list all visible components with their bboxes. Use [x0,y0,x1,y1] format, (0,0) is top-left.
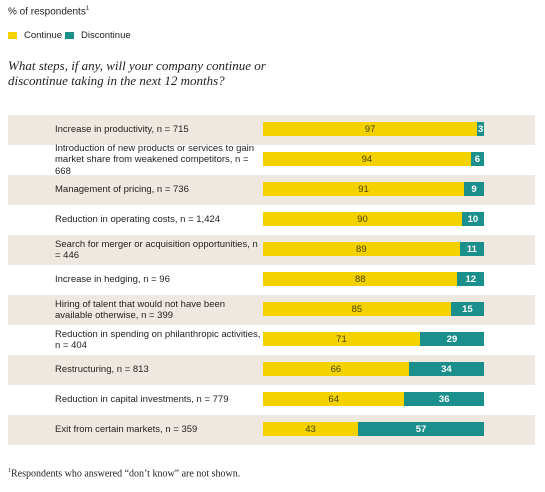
legend-label-discontinue: Discontinue [81,30,131,41]
chart-unit-label: % of respondents1 [8,6,89,17]
bar-continue: 43 [263,422,359,436]
bar-row: Increase in hedging, n = 96 88 12 [8,265,535,295]
bar-track: 66 34 [263,362,484,376]
bar-track: 71 29 [263,332,484,346]
bar-continue: 94 [263,152,471,166]
bar-discontinue: 12 [457,272,484,286]
bar-discontinue: 6 [470,152,484,166]
bar-continue: 90 [263,212,462,226]
category-label: Reduction in spending on philanthropic a… [55,328,261,352]
bar-track: 85 15 [263,302,484,316]
category-label: Exit from certain markets, n = 359 [55,424,198,436]
category-label: Restructuring, n = 813 [55,364,149,376]
legend-label-continue: Continue [24,30,63,41]
bar-row: Increase in productivity, n = 715 97 3 [8,115,535,145]
unit-label-text: % of respondents [8,6,86,18]
bar-track: 64 36 [263,392,484,406]
bar-row: Hiring of talent that would not have bee… [8,295,535,325]
bar-row: Search for merger or acquisition opportu… [8,235,535,265]
bar-discontinue: 11 [459,242,484,256]
bar-row: Restructuring, n = 813 66 34 [8,355,535,385]
category-label: Increase in productivity, n = 715 [55,124,189,136]
footnote-marker: 1 [8,468,11,474]
category-label: Reduction in capital investments, n = 77… [55,394,229,406]
bar-track: 88 12 [263,272,484,286]
category-label: Hiring of talent that would not have bee… [55,298,226,322]
category-label: Reduction in operating costs, n = 1,424 [55,214,221,226]
category-label: Management of pricing, n = 736 [55,184,189,196]
bar-continue: 89 [263,242,460,256]
bar-continue: 64 [263,392,405,406]
bar-track: 89 11 [263,242,484,256]
footnote-text: Respondents who answered “don’t know” ar… [11,468,241,480]
bar-discontinue: 15 [450,302,484,316]
bar-discontinue: 29 [419,332,484,346]
bar-track: 94 6 [263,152,484,166]
footnote: 1Respondents who answered “don’t know” a… [8,468,240,479]
category-label: Increase in hedging, n = 96 [55,274,170,286]
bar-continue: 85 [263,302,451,316]
bar-row: Introduction of new products or services… [8,142,535,177]
bar-continue: 66 [263,362,409,376]
bar-discontinue: 10 [461,212,484,226]
category-label: Search for merger or acquisition opportu… [55,238,258,262]
bar-discontinue: 3 [477,122,484,136]
bar-row: Reduction in capital investments, n = 77… [8,385,535,415]
bar-discontinue: 57 [358,422,484,436]
bar-track: 91 9 [263,182,484,196]
legend-swatch-continue [8,32,17,39]
bar-row: Exit from certain markets, n = 359 43 57 [8,415,535,445]
bar-row: Reduction in spending on philanthropic a… [8,325,535,355]
bar-row: Management of pricing, n = 736 91 9 [8,175,535,205]
bar-track: 43 57 [263,422,484,436]
footnote-marker: 1 [85,6,90,12]
bar-continue: 88 [263,272,458,286]
legend-swatch-discontinue [65,32,74,39]
bar-discontinue: 36 [404,392,484,406]
bar-continue: 97 [263,122,478,136]
bar-discontinue: 9 [464,182,484,196]
bar-row: Reduction in operating costs, n = 1,424 9… [8,205,535,235]
chart-question: What steps, if any, will your company co… [8,58,266,88]
bar-track: 90 10 [263,212,484,226]
category-label: Introduction of new products or services… [55,142,255,177]
bar-continue: 71 [263,332,420,346]
bar-continue: 91 [263,182,465,196]
bar-track: 97 3 [263,122,484,136]
bar-discontinue: 34 [408,362,484,376]
